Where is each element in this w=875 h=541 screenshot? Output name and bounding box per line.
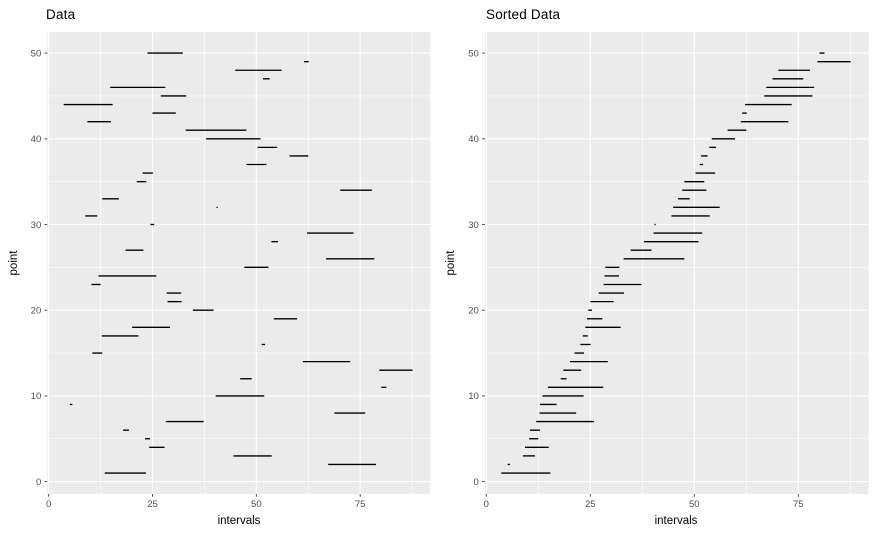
plot-data-canvas: 0 25 50 75 0 10 20 30 40 50: [31, 32, 431, 510]
svg-text:75: 75: [355, 499, 366, 510]
plot-sorted-canvas: 0 25 50 75 0 10 20 30 40 50: [468, 32, 869, 510]
svg-text:30: 30: [468, 220, 479, 231]
plot-title: Sorted Data: [486, 7, 561, 22]
plot-data-section: Data 0 25 50 75 0 10 20 30 40 50 point intervals: [0, 0, 437, 541]
y-axis-label: point: [445, 250, 457, 276]
svg-text:30: 30: [31, 220, 42, 231]
svg-text:10: 10: [468, 391, 479, 402]
svg-text:20: 20: [468, 306, 479, 317]
svg-text:75: 75: [793, 499, 804, 510]
svg-text:50: 50: [31, 48, 42, 59]
svg-text:50: 50: [689, 499, 700, 510]
x-axis-label: intervals: [654, 515, 698, 527]
svg-text:0: 0: [46, 499, 51, 510]
svg-text:0: 0: [474, 477, 479, 488]
svg-text:10: 10: [31, 391, 42, 402]
plot-title: Data: [46, 7, 76, 22]
x-axis-label: intervals: [217, 515, 261, 527]
svg-text:20: 20: [31, 306, 42, 317]
svg-text:50: 50: [468, 48, 479, 59]
svg-text:25: 25: [147, 499, 158, 510]
svg-text:25: 25: [585, 499, 596, 510]
svg-text:40: 40: [31, 134, 42, 145]
plot-sorted-section: Sorted Data 0 25 50 75 0 10 20 30 40 50 point int…: [437, 0, 875, 541]
svg-text:50: 50: [251, 499, 262, 510]
y-axis-label: point: [8, 250, 20, 276]
svg-text:0: 0: [36, 477, 41, 488]
svg-text:40: 40: [468, 134, 479, 145]
svg-text:0: 0: [484, 499, 489, 510]
